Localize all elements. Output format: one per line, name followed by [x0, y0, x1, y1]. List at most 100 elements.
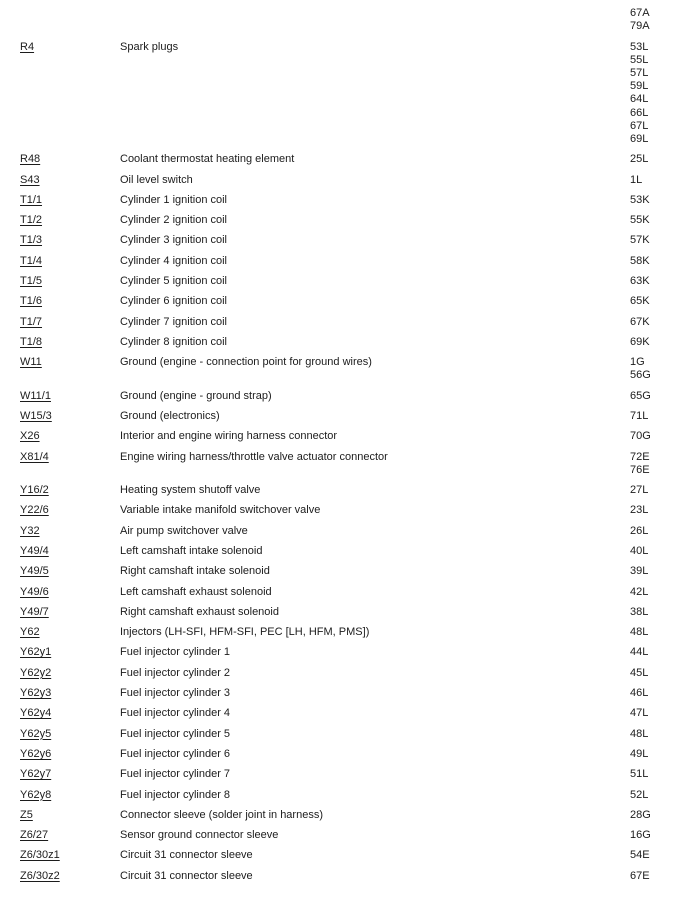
component-code-cell: Y62y1	[20, 646, 120, 659]
component-description: Fuel injector cylinder 2	[120, 666, 231, 679]
grid-locations: 63K	[630, 275, 666, 288]
component-description: Cylinder 1 ignition coil	[120, 193, 227, 206]
component-code-link[interactable]: T1/5	[20, 275, 43, 287]
component-code-link[interactable]: Z5	[20, 808, 33, 821]
component-code-link[interactable]: Y49/5	[20, 565, 49, 578]
grid-locations: 48L	[630, 728, 666, 741]
component-code-cell: W15/3	[20, 410, 120, 423]
table-row: Y49/6 Left camshaft exhaust solenoid 42L	[0, 586, 676, 599]
grid-locations: 25L	[630, 153, 666, 166]
component-code-link[interactable]: Y62y7	[20, 768, 52, 781]
component-code-link[interactable]: S43	[20, 173, 40, 186]
component-code-cell: T1/6	[20, 295, 120, 308]
grid-location: 59L	[630, 80, 649, 93]
component-code-cell: Z6/30z1	[20, 849, 120, 862]
component-code-link[interactable]: T1/4	[20, 254, 43, 267]
table-row: X81/4 Engine wiring harness/throttle val…	[0, 451, 676, 477]
grid-location: 65K	[630, 295, 650, 308]
grid-location: 57K	[630, 234, 650, 247]
component-code-link[interactable]: Y49/7	[20, 605, 49, 618]
component-description: Coolant thermostat heating element	[120, 153, 295, 166]
component-code-link[interactable]: Y62y5	[20, 727, 52, 740]
grid-locations: 67K	[630, 316, 666, 329]
component-code-cell: T1/4	[20, 255, 120, 268]
component-code-link[interactable]: Y22/6	[20, 504, 49, 517]
grid-locations: 55K	[630, 214, 666, 227]
component-code-link[interactable]: R4	[20, 40, 35, 53]
grid-locations: 58K	[630, 255, 666, 268]
table-row: Z6/30z2 Circuit 31 connector sleeve 67E	[0, 870, 676, 883]
grid-location: 63K	[630, 275, 650, 287]
component-code-cell: Y62y3	[20, 687, 120, 700]
component-code-cell: T1/1	[20, 194, 120, 207]
table-row: Z6/30z1 Circuit 31 connector sleeve 54E	[0, 849, 676, 862]
component-description: Ground (engine - ground strap)	[120, 389, 272, 402]
component-code-link[interactable]: Y62y8	[20, 788, 52, 801]
grid-location: 67L	[630, 119, 649, 132]
component-code-link[interactable]: W11/1	[20, 389, 51, 402]
component-code-link[interactable]: Y62	[20, 626, 40, 639]
component-code-cell: Y62y8	[20, 789, 120, 802]
component-code-cell: Y49/4	[20, 545, 120, 558]
component-code-link[interactable]: Z6/30z2	[20, 869, 60, 882]
component-code-link[interactable]: T1/6	[20, 295, 43, 308]
component-code-link[interactable]: Y49/4	[20, 544, 49, 557]
table-row: T1/6 Cylinder 6 ignition coil 65K	[0, 295, 676, 308]
component-description: Circuit 31 connector sleeve	[120, 849, 253, 862]
legend-table: 67A 79A R4 Spark plugs 53L 55L 57L 59L 64L 66L…	[0, 7, 676, 883]
grid-locations: 46L	[630, 687, 666, 700]
component-code-link[interactable]: Z6/27	[20, 829, 49, 842]
grid-location: 65G	[630, 389, 651, 402]
grid-locations: 42L	[630, 586, 666, 599]
component-code-link[interactable]: Y32	[20, 524, 40, 537]
component-code-cell: Z6/30z2	[20, 870, 120, 883]
table-row: R4 Spark plugs 53L 55L 57L 59L 64L 66L 67L 69L	[0, 41, 676, 147]
component-code-link[interactable]: X26	[20, 430, 40, 443]
grid-location: 47L	[630, 707, 649, 720]
grid-location: 67A	[630, 7, 650, 19]
component-description: Cylinder 5 ignition coil	[120, 275, 227, 287]
component-code-link[interactable]: T1/2	[20, 214, 43, 227]
component-description: Spark plugs	[120, 40, 179, 53]
table-row: Y49/7 Right camshaft exhaust solenoid 38…	[0, 606, 676, 619]
component-code-link[interactable]: Y62y1	[20, 646, 52, 659]
table-row: X26 Interior and engine wiring harness c…	[0, 430, 676, 443]
component-code-link[interactable]: T1/8	[20, 335, 43, 348]
grid-location: 49L	[630, 747, 649, 760]
component-code-cell: Y22/6	[20, 504, 120, 517]
grid-location: 1G	[630, 356, 645, 369]
component-code-link[interactable]: Z6/30z1	[20, 849, 60, 862]
component-code-link[interactable]: X81/4	[20, 450, 49, 463]
component-description: Cylinder 8 ignition coil	[120, 335, 227, 348]
grid-locations: 69K	[630, 336, 666, 349]
component-code-link[interactable]: Y62y3	[20, 687, 52, 700]
grid-location: 55L	[630, 53, 649, 66]
component-code-cell: Y49/7	[20, 606, 120, 619]
component-description: Sensor ground connector sleeve	[120, 829, 279, 842]
grid-location: 54E	[630, 849, 650, 862]
table-row: Y49/5 Right camshaft intake solenoid 39L	[0, 565, 676, 578]
grid-location: 56G	[630, 369, 651, 382]
table-row: Y62y4 Fuel injector cylinder 4 47L	[0, 707, 676, 720]
grid-location: 1L	[630, 173, 643, 186]
component-code-link[interactable]: T1/7	[20, 315, 43, 328]
component-code-link[interactable]: Y62y2	[20, 666, 52, 679]
table-row: 67A 79A	[0, 7, 676, 33]
component-code-link[interactable]: Y62y4	[20, 707, 52, 720]
grid-location: 66L	[630, 106, 649, 119]
component-code-link[interactable]: Y49/6	[20, 585, 49, 598]
grid-location: 45L	[630, 666, 649, 679]
component-description: Cylinder 6 ignition coil	[120, 295, 227, 308]
component-code-link[interactable]: T1/1	[20, 193, 43, 206]
component-description: Left camshaft intake solenoid	[120, 544, 263, 557]
component-code-link[interactable]: Y62y6	[20, 747, 52, 760]
component-description: Injectors (LH-SFI, HFM-SFI, PEC [LH, HFM…	[120, 626, 370, 639]
component-description: Circuit 31 connector sleeve	[120, 869, 253, 882]
component-code-link[interactable]: T1/3	[20, 234, 43, 247]
component-code-link[interactable]: Y16/2	[20, 484, 49, 497]
component-code-link[interactable]: W15/3	[20, 409, 52, 422]
component-code-link[interactable]: W11	[20, 356, 42, 369]
component-code-cell: Y32	[20, 525, 120, 538]
component-code-link[interactable]: R48	[20, 153, 41, 166]
